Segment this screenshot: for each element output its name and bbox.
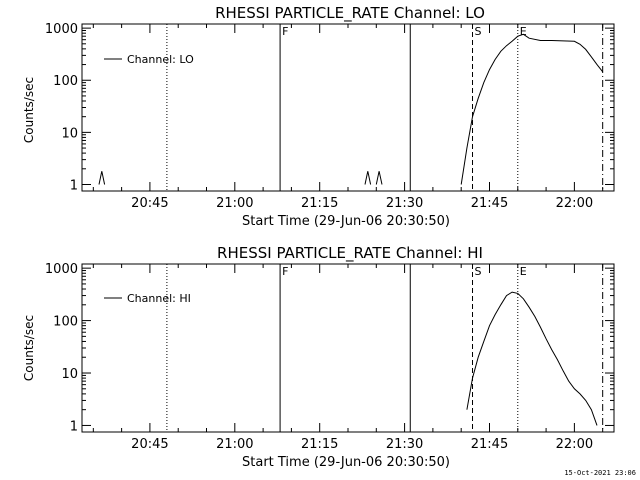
- hi-y-tick-label: 10: [61, 367, 78, 382]
- hi-x-tick-label: 22:00: [556, 437, 593, 452]
- hi-y-axis-label: Counts/sec: [22, 315, 36, 381]
- hi-x-tick-label: 21:15: [301, 437, 338, 452]
- hi-y-tick-label: 1: [70, 419, 78, 434]
- footer-timestamp: 15-Oct-2021 23:06: [564, 469, 636, 477]
- lo-chart-title: RHESSI PARTICLE_RATE Channel: LO: [215, 4, 485, 23]
- lo-x-tick-label: 21:15: [301, 196, 338, 211]
- lo-series-line: [364, 171, 372, 185]
- hi-panel: RHESSI PARTICLE_RATE Channel: HI Start T…: [22, 244, 615, 470]
- lo-marker-label: E: [520, 25, 527, 38]
- hi-plot-frame: [81, 263, 615, 433]
- hi-chart-title: RHESSI PARTICLE_RATE Channel: HI: [217, 244, 483, 263]
- hi-x-tick-label: 21:30: [386, 437, 423, 452]
- hi-marker-label: E: [520, 265, 527, 278]
- hi-legend-label: Channel: HI: [127, 292, 191, 305]
- lo-plot-area: 20:45 21:00 21:15 21:30 21:45 22:00 1 10 100 1000…: [45, 22, 615, 211]
- lo-x-tick-label: 21:45: [471, 196, 508, 211]
- lo-series-line: [98, 171, 106, 185]
- lo-x-tick-label: 21:00: [216, 196, 253, 211]
- lo-y-axis-label: Counts/sec: [22, 77, 36, 143]
- lo-plot-frame: [81, 23, 615, 192]
- lo-series-line: [460, 33, 604, 185]
- lo-marker-label: F: [282, 25, 288, 38]
- hi-marker-label: F: [282, 265, 288, 278]
- hi-plot-area: 20:45 21:00 21:15 21:30 21:45 22:00 1 10 100 1000…: [45, 262, 615, 452]
- hi-y-tick-label: 1000: [45, 262, 78, 277]
- hi-x-tick-label: 21:45: [471, 437, 508, 452]
- hi-x-axis-label: Start Time (29-Jun-06 20:30:50): [242, 455, 450, 470]
- lo-y-tick-label: 100: [53, 74, 78, 89]
- lo-y-tick-label: 10: [61, 126, 78, 141]
- lo-legend-label: Channel: LO: [127, 53, 194, 66]
- lo-panel: RHESSI PARTICLE_RATE Channel: LO Start T…: [22, 4, 615, 229]
- hi-y-tick-label: 100: [53, 315, 78, 330]
- hi-marker-label: S: [475, 265, 482, 278]
- lo-x-tick-label: 20:45: [131, 196, 168, 211]
- hi-series-line: [466, 291, 598, 426]
- lo-x-axis-label: Start Time (29-Jun-06 20:30:50): [242, 214, 450, 229]
- lo-marker-label: S: [475, 25, 482, 38]
- hi-x-tick-label: 21:00: [216, 437, 253, 452]
- lo-y-tick-label: 1000: [45, 22, 78, 37]
- hi-x-tick-label: 20:45: [131, 437, 168, 452]
- lo-series-line: [375, 171, 383, 185]
- lo-y-tick-label: 1: [70, 178, 78, 193]
- lo-x-tick-label: 22:00: [556, 196, 593, 211]
- lo-x-tick-label: 21:30: [386, 196, 423, 211]
